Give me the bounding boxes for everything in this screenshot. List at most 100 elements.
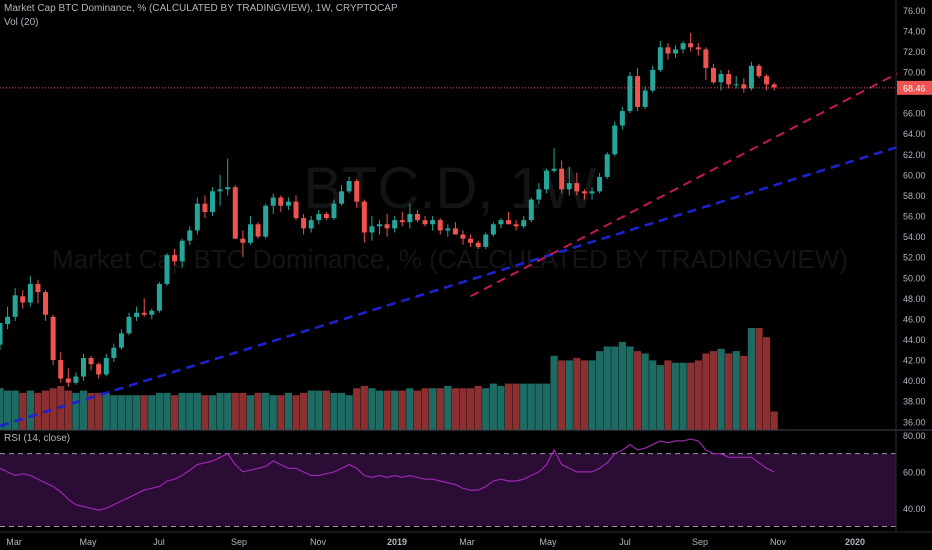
candle-body <box>718 74 724 83</box>
volume-bar <box>125 395 133 430</box>
volume-bar <box>596 351 604 430</box>
volume-bar <box>148 395 156 430</box>
candle-body <box>27 283 33 303</box>
volume-bar <box>337 392 346 430</box>
candle-body <box>521 220 527 227</box>
candle-body <box>247 224 253 243</box>
rsi-tick-label: 60.00 <box>903 467 926 477</box>
candle-body <box>316 213 322 221</box>
candle-body <box>414 213 420 221</box>
candle-body <box>597 176 603 192</box>
volume-bar <box>497 385 505 430</box>
candle-body <box>612 125 618 155</box>
candle-body <box>96 364 102 375</box>
candle-body <box>581 191 587 194</box>
volume-bar <box>254 392 262 430</box>
candle-body <box>430 220 436 225</box>
volume-bar <box>694 360 702 430</box>
candle-body <box>73 376 79 383</box>
volume-bar <box>747 327 756 430</box>
candle-body <box>566 183 572 190</box>
price-tick-label: 46.00 <box>903 314 926 324</box>
time-tick-label: 2019 <box>387 537 407 547</box>
candle-body <box>498 220 504 225</box>
candle-body <box>126 316 132 334</box>
volume-bar <box>702 353 710 430</box>
price-tick-label: 36.00 <box>903 417 926 427</box>
candle-body <box>422 220 428 225</box>
candle-body <box>35 283 41 293</box>
volume-bar <box>79 390 88 430</box>
volume-bar <box>444 385 452 430</box>
volume-bar <box>368 388 376 430</box>
time-tick-label: Mar <box>6 537 22 547</box>
candle-body <box>346 181 352 192</box>
volume-bar <box>603 346 611 430</box>
trendlines[interactable] <box>0 27 932 428</box>
candle-body <box>574 183 580 192</box>
time-tick-label: Nov <box>310 537 327 547</box>
candle-body <box>255 224 261 237</box>
candle-body <box>407 213 413 223</box>
volume-bar <box>19 392 27 430</box>
volume-bar <box>216 392 224 430</box>
time-tick-label: Jul <box>153 537 165 547</box>
trendline-blue <box>0 134 932 428</box>
candle-body <box>156 283 162 311</box>
candle-body <box>339 191 345 204</box>
volume-bar <box>170 395 179 430</box>
volume-bar <box>535 383 543 430</box>
time-tick-label: May <box>539 537 557 547</box>
current-price-badge <box>897 80 932 95</box>
candle-body <box>323 213 329 219</box>
candle-body <box>764 76 770 85</box>
volume-bar <box>102 392 110 430</box>
volume-bar <box>429 388 437 430</box>
time-tick-label: Sep <box>231 537 247 547</box>
candle-body <box>194 203 200 231</box>
candle-body <box>210 191 216 212</box>
volume-bar <box>611 346 619 430</box>
price-tick-label: 66.00 <box>903 109 926 119</box>
volume-bar <box>3 390 12 430</box>
candle-body <box>543 170 549 190</box>
time-tick-label: Jul <box>619 537 631 547</box>
candle-body <box>748 65 754 89</box>
candle-body <box>650 69 656 91</box>
candle-body <box>384 224 390 229</box>
volume-bar <box>292 395 300 430</box>
candle-body <box>513 224 519 227</box>
volume-bar <box>246 395 255 430</box>
volume-bar <box>231 392 239 430</box>
candle-body <box>43 292 49 315</box>
candle-body <box>506 220 512 225</box>
price-tick-label: 58.00 <box>903 191 926 201</box>
volume-bar <box>755 327 763 430</box>
volume-bars <box>0 327 778 430</box>
volume-bar <box>664 360 672 430</box>
volume-bar <box>300 392 308 430</box>
volume-bar <box>413 390 422 430</box>
volume-bar <box>520 383 528 430</box>
candle-body <box>619 111 625 126</box>
volume-bar <box>0 388 4 430</box>
price-tick-label: 74.00 <box>903 26 926 36</box>
candle-body <box>361 201 367 233</box>
candle-body <box>240 238 246 243</box>
price-tick-label: 72.00 <box>903 47 926 57</box>
candle-body <box>673 49 679 54</box>
volume-bar <box>330 392 338 430</box>
volume-bar <box>466 388 475 430</box>
candle-body <box>771 84 777 88</box>
price-tick-label: 42.00 <box>903 356 926 366</box>
candle-body <box>80 357 86 377</box>
volume-bar <box>262 392 270 430</box>
rsi-tick-label: 80.00 <box>903 431 926 441</box>
candle-body <box>399 220 405 223</box>
volume-bar <box>41 390 50 430</box>
price-tick-label: 64.00 <box>903 129 926 139</box>
candle-body <box>688 43 694 48</box>
candle-body <box>172 255 178 262</box>
volume-bar <box>406 388 414 430</box>
